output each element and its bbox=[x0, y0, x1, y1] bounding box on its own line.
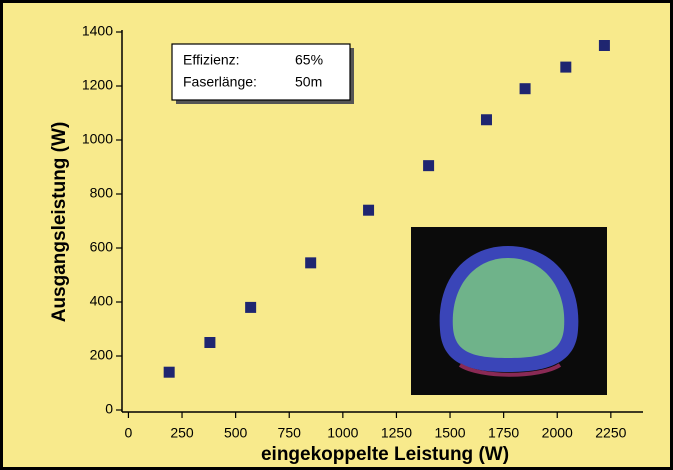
data-point bbox=[245, 301, 257, 313]
x-tick-label: 1750 bbox=[488, 425, 519, 441]
y-tick-label: 1200 bbox=[82, 77, 113, 93]
inset-core bbox=[452, 258, 565, 358]
x-tick-label: 0 bbox=[125, 425, 133, 441]
x-tick-label: 1000 bbox=[327, 425, 358, 441]
y-tick-label: 800 bbox=[90, 185, 114, 201]
x-tick-label: 500 bbox=[224, 425, 248, 441]
legend-value: 65% bbox=[295, 52, 323, 68]
inset-photo bbox=[411, 227, 607, 395]
y-tick-label: 0 bbox=[105, 401, 113, 417]
y-tick-label: 1000 bbox=[82, 131, 113, 147]
y-tick-label: 600 bbox=[90, 239, 114, 255]
data-point bbox=[204, 337, 216, 348]
legend-value: 50m bbox=[295, 74, 322, 90]
y-tick-label: 400 bbox=[90, 293, 114, 309]
legend-background bbox=[171, 43, 351, 101]
x-tick-label: 1500 bbox=[434, 425, 465, 441]
data-point bbox=[598, 40, 610, 51]
legend-label: Effizienz: bbox=[183, 52, 240, 68]
x-tick-label: 2250 bbox=[595, 425, 626, 441]
legend-label: Faserlänge: bbox=[183, 74, 257, 90]
y-axis-title: Ausgangsleistung (W) bbox=[49, 122, 70, 323]
x-tick-label: 1250 bbox=[381, 425, 412, 441]
x-tick-label: 2000 bbox=[542, 425, 573, 441]
data-point bbox=[363, 204, 375, 216]
x-tick-label: 250 bbox=[170, 425, 194, 441]
data-point bbox=[480, 114, 492, 126]
data-point bbox=[519, 83, 531, 95]
y-tick-label: 200 bbox=[90, 347, 114, 363]
x-axis-title: eingekoppelte Leistung (W) bbox=[261, 444, 509, 465]
data-point bbox=[423, 160, 435, 172]
x-tick-label: 750 bbox=[278, 425, 302, 441]
inset-edge bbox=[458, 363, 562, 377]
legend-box bbox=[171, 43, 354, 104]
data-point bbox=[305, 257, 317, 269]
data-point bbox=[163, 366, 175, 378]
data-point bbox=[560, 61, 572, 73]
y-tick-label: 1400 bbox=[82, 23, 113, 39]
